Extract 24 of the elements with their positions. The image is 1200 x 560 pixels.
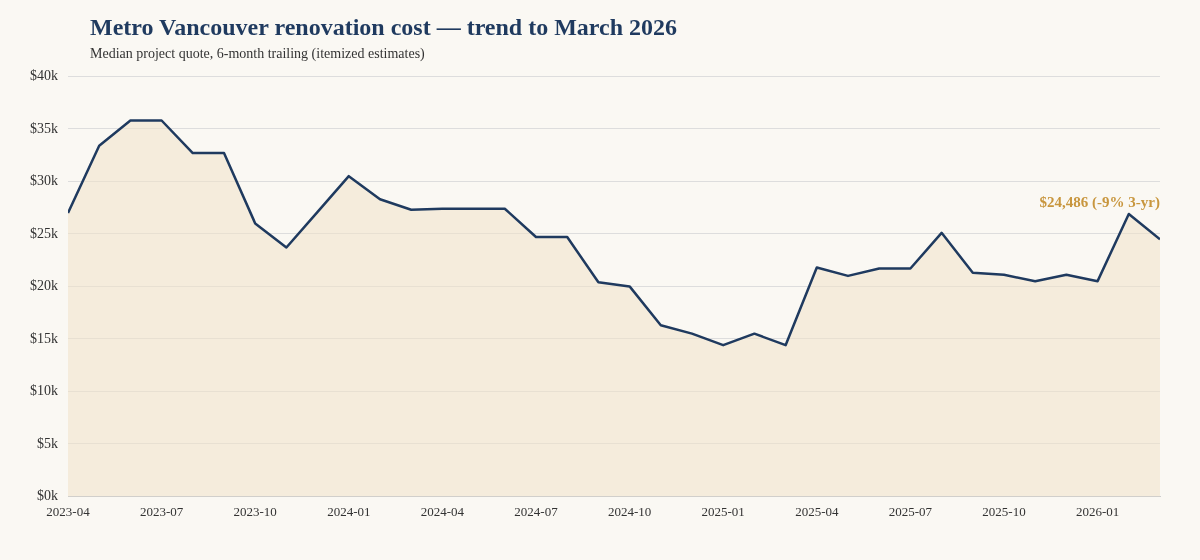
y-tick-label: $0k	[37, 488, 58, 504]
y-tick-label: $35k	[30, 120, 58, 136]
x-tick-label: 2025-10	[982, 503, 1026, 519]
y-tick-label: $30k	[30, 173, 58, 189]
x-tick-label: 2023-07	[139, 503, 184, 519]
x-tick-label: 2025-01	[701, 503, 745, 519]
chart-subtitle: Median project quote, 6-month trailing (itemized estimates)	[90, 46, 425, 62]
x-tick-label: 2025-04	[795, 503, 839, 519]
x-tick-label: 2026-01	[1075, 503, 1120, 519]
x-tick-label: 2023-04	[46, 503, 91, 519]
y-tick-label: $25k	[30, 225, 58, 241]
x-tick-label: 2025-07	[888, 503, 933, 519]
y-tick-label: $10k	[30, 383, 58, 399]
x-tick-label: 2024-07	[514, 503, 559, 519]
x-tick-label: 2024-01	[327, 503, 371, 519]
y-tick-label: $40k	[30, 68, 58, 84]
chart-title: Metro Vancouver renovation cost — trend to March 2026	[90, 14, 678, 41]
y-tick-label: $20k	[30, 278, 58, 294]
x-tick-label: 2024-10	[607, 503, 652, 519]
x-tick-label: 2023-10	[233, 503, 277, 519]
y-tick-label: $5k	[37, 435, 58, 451]
y-tick-label: $15k	[30, 330, 58, 346]
annotation: $24,486 (-9% 3-yr)	[1039, 194, 1160, 212]
x-tick-label: 2024-04	[420, 503, 465, 519]
